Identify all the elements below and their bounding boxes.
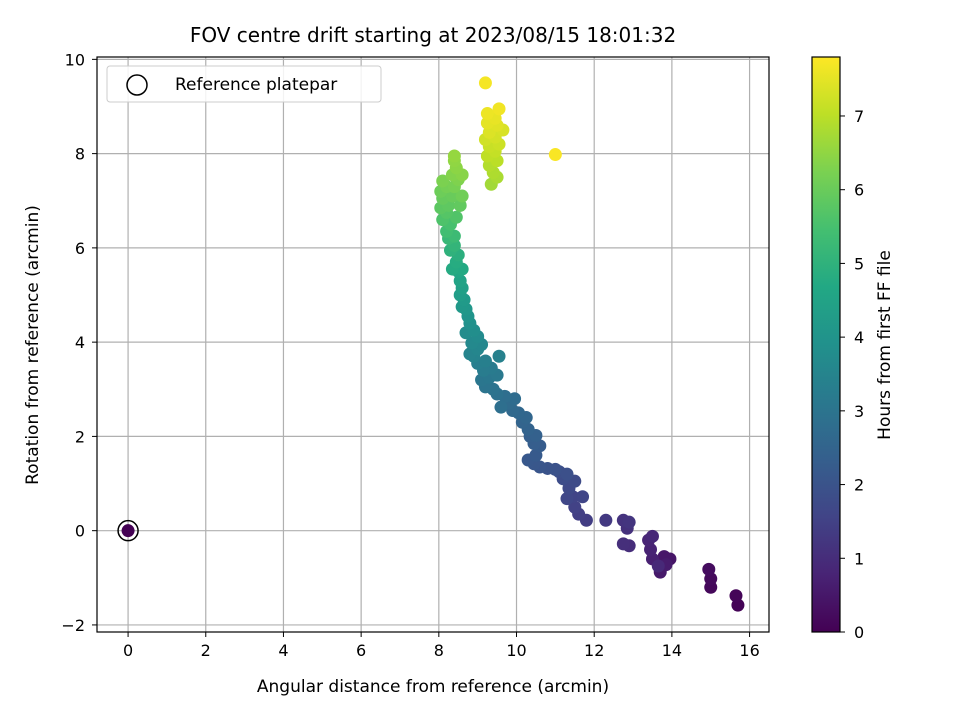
scatter-point: [576, 490, 590, 504]
y-tick-label: 8: [75, 145, 85, 164]
plot-frame: [96, 56, 770, 633]
scatter-point: [616, 537, 630, 551]
scatter-point: [449, 210, 463, 224]
colorbar-tick-label: 1: [854, 549, 864, 568]
x-axis-label: Angular distance from reference (arcmin): [257, 677, 609, 697]
scatter-point: [478, 354, 492, 368]
legend-box: [106, 65, 382, 103]
colorbar-tick-label: 5: [854, 254, 864, 273]
legend-entry-label: Reference platepar: [175, 75, 337, 95]
colorbar-tick-label: 0: [854, 623, 864, 642]
chart-title: FOV centre drift starting at 2023/08/15 …: [190, 23, 676, 47]
axis-ticks: 0 2 4 6 8 10 12 14 16 −2 0 2 4 6 8 10: [61, 50, 759, 660]
scatter-point: [548, 148, 562, 162]
scatter-point: [508, 392, 522, 406]
y-tick-label: 4: [75, 333, 85, 352]
scatter-point: [568, 500, 582, 514]
scatter-point: [447, 149, 461, 163]
scatter-point: [645, 529, 659, 543]
colorbar-label: Hours from first FF file: [875, 250, 895, 440]
x-tick-label: 2: [201, 641, 211, 660]
colorbar-tick-label: 7: [854, 107, 864, 126]
y-tick-label: 10: [65, 50, 85, 69]
y-tick-label: −2: [61, 616, 85, 635]
scatter-point: [455, 189, 469, 203]
scatter-point: [560, 467, 574, 481]
colorbar-frame: [811, 56, 841, 633]
x-tick-label: 0: [123, 641, 133, 660]
legend-marker-icon: [126, 74, 148, 96]
scatter-point: [651, 559, 665, 573]
scatter-point: [729, 589, 743, 603]
colorbar: 0 1 2 3 4 5 6 7 Hours from first FF file: [811, 56, 895, 642]
y-axis-label: Rotation from reference (arcmin): [23, 205, 43, 485]
scatter-point: [560, 492, 574, 506]
x-tick-label: 12: [584, 641, 604, 660]
colorbar-tick-label: 2: [854, 476, 864, 495]
colorbar-ticks: 0 1 2 3 4 5 6 7: [840, 107, 864, 642]
x-tick-label: 10: [506, 641, 526, 660]
reference-point: [121, 524, 135, 538]
grid: [97, 57, 769, 632]
scatter-point: [622, 515, 636, 529]
colorbar-gradient: [812, 57, 840, 632]
colorbar-tick-label: 6: [854, 181, 864, 200]
x-tick-label: 16: [739, 641, 759, 660]
y-tick-label: 2: [75, 427, 85, 446]
scatter-point: [478, 76, 492, 90]
legend: Reference platepar: [106, 65, 382, 103]
y-tick-label: 0: [75, 522, 85, 541]
colorbar-tick-label: 4: [854, 328, 864, 347]
scatter-point: [599, 513, 613, 527]
scatter-point: [436, 174, 450, 188]
colorbar-tick-label: 3: [854, 402, 864, 421]
scatter-point: [492, 102, 506, 116]
scatter-point: [492, 349, 506, 363]
scatter-point: [480, 107, 494, 121]
reference-marker-group: [117, 519, 139, 542]
y-tick-label: 6: [75, 239, 85, 258]
x-tick-label: 4: [278, 641, 288, 660]
x-tick-label: 6: [356, 641, 366, 660]
x-tick-label: 14: [662, 641, 682, 660]
reference-ring: [117, 519, 139, 542]
x-tick-label: 8: [434, 641, 444, 660]
scatter-point: [702, 562, 716, 576]
scatter-points: [434, 76, 745, 612]
scatter-point: [494, 400, 508, 414]
